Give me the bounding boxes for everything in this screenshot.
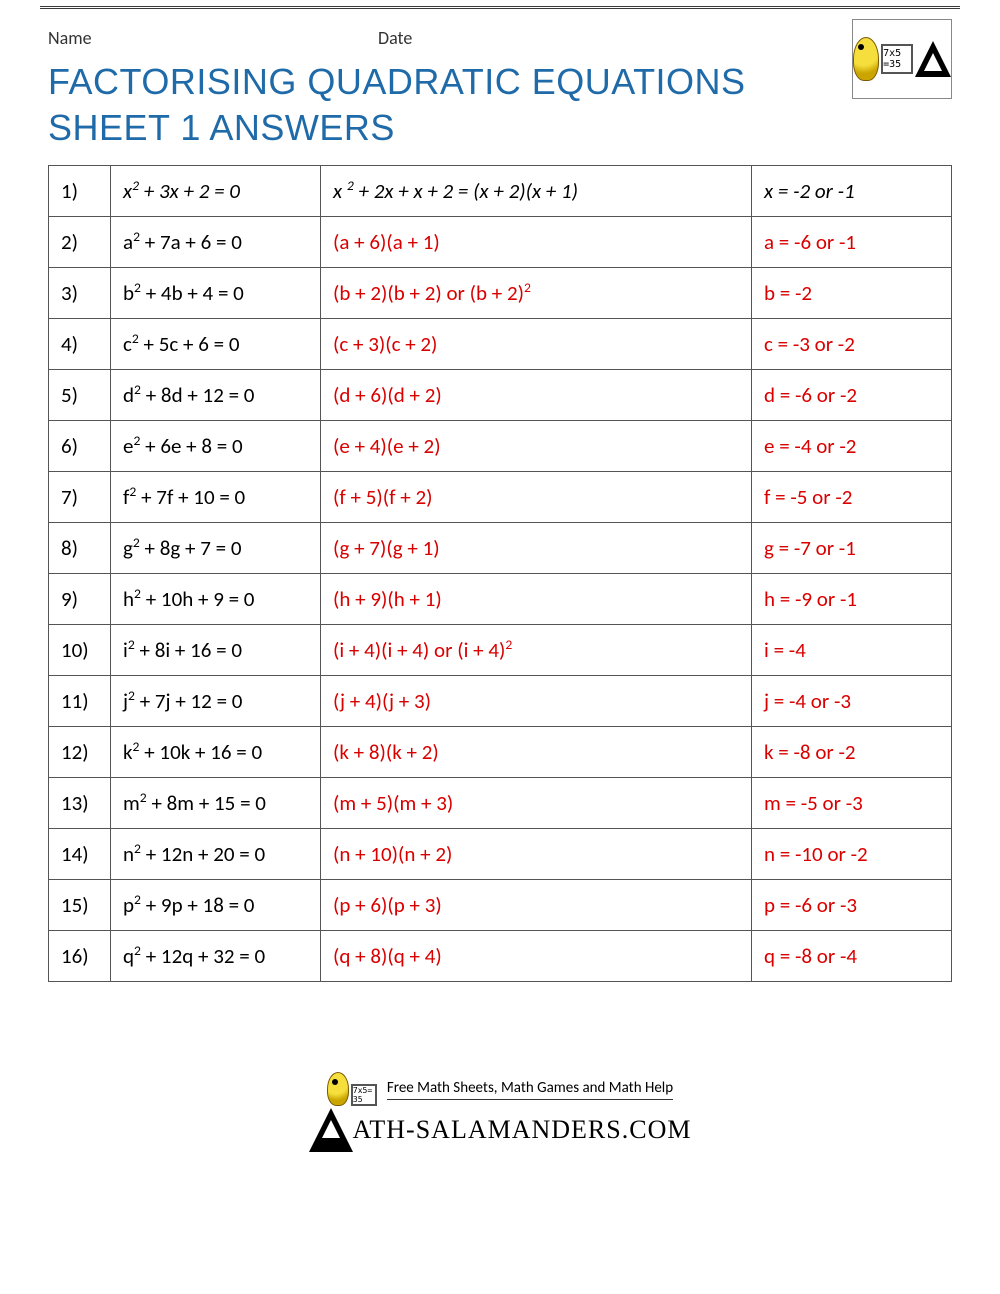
row-number: 11) [49,676,111,727]
worksheet-page: Name Date 7x5 =35 FACTORISING QUADRATIC … [0,6,1000,1152]
row-number: 2) [49,217,111,268]
table-row: 1)x2 + 3x + 2 = 0x 2 + 2x + x + 2 = (x +… [49,166,952,217]
table-row: 10)i2 + 8i + 16 = 0(i + 4)(i + 4) or (i … [49,625,952,676]
table-row: 5)d2 + 8d + 12 = 0(d + 6)(d + 2)d = -6 o… [49,370,952,421]
answer-cell: d = -6 or -2 [752,370,952,421]
table-row: 15)p2 + 9p + 18 = 0(p + 6)(p + 3)p = -6 … [49,880,952,931]
answer-cell: h = -9 or -1 [752,574,952,625]
answer-cell: k = -8 or -2 [752,727,952,778]
row-number: 15) [49,880,111,931]
factored-cell: (j + 4)(j + 3) [321,676,752,727]
equation-cell: q2 + 12q + 32 = 0 [111,931,321,982]
table-row: 8)g2 + 8g + 7 = 0(g + 7)(g + 1)g = -7 or… [49,523,952,574]
header-labels: Name Date [48,27,952,49]
logo-icon: 7x5 =35 [852,19,952,99]
answer-cell: f = -5 or -2 [752,472,952,523]
factored-cell: (a + 6)(a + 1) [321,217,752,268]
answers-table: 1)x2 + 3x + 2 = 0x 2 + 2x + x + 2 = (x +… [48,165,952,982]
equation-cell: j2 + 7j + 12 = 0 [111,676,321,727]
answer-cell: j = -4 or -3 [752,676,952,727]
factored-cell: (m + 5)(m + 3) [321,778,752,829]
footer-tagline: Free Math Sheets, Math Games and Math He… [387,1079,673,1100]
equation-cell: n2 + 12n + 20 = 0 [111,829,321,880]
factored-cell: x 2 + 2x + x + 2 = (x + 2)(x + 1) [321,166,752,217]
equation-cell: m2 + 8m + 15 = 0 [111,778,321,829]
m-logo-icon [915,41,951,77]
table-row: 3)b2 + 4b + 4 = 0(b + 2)(b + 2) or (b + … [49,268,952,319]
factored-cell: (h + 9)(h + 1) [321,574,752,625]
factored-cell: (c + 3)(c + 2) [321,319,752,370]
table-row: 13)m2 + 8m + 15 = 0(m + 5)(m + 3)m = -5 … [49,778,952,829]
footer-m-logo-icon [309,1108,353,1152]
chalkboard-icon: 7x5 =35 [881,44,913,74]
equation-cell: f2 + 7f + 10 = 0 [111,472,321,523]
row-number: 13) [49,778,111,829]
row-number: 12) [49,727,111,778]
row-number: 10) [49,625,111,676]
table-row: 4)c2 + 5c + 6 = 0(c + 3)(c + 2)c = -3 or… [49,319,952,370]
answer-cell: g = -7 or -1 [752,523,952,574]
row-number: 7) [49,472,111,523]
factored-cell: (n + 10)(n + 2) [321,829,752,880]
equation-cell: h2 + 10h + 9 = 0 [111,574,321,625]
row-number: 8) [49,523,111,574]
title-block: FACTORISING QUADRATIC EQUATIONS SHEET 1 … [0,49,1000,157]
table-row: 9)h2 + 10h + 9 = 0(h + 9)(h + 1)h = -9 o… [49,574,952,625]
answer-cell: x = -2 or -1 [752,166,952,217]
footer-salamander-icon [327,1072,349,1106]
row-number: 1) [49,166,111,217]
answer-cell: n = -10 or -2 [752,829,952,880]
salamander-icon [853,37,879,81]
answer-cell: q = -8 or -4 [752,931,952,982]
factored-cell: (f + 5)(f + 2) [321,472,752,523]
factored-cell: (q + 8)(q + 4) [321,931,752,982]
row-number: 14) [49,829,111,880]
answer-cell: b = -2 [752,268,952,319]
table-row: 2)a2 + 7a + 6 = 0(a + 6)(a + 1)a = -6 or… [49,217,952,268]
table-row: 16)q2 + 12q + 32 = 0(q + 8)(q + 4)q = -8… [49,931,952,982]
factored-cell: (d + 6)(d + 2) [321,370,752,421]
table-row: 6)e2 + 6e + 8 = 0(e + 4)(e + 2)e = -4 or… [49,421,952,472]
answer-cell: i = -4 [752,625,952,676]
answer-cell: e = -4 or -2 [752,421,952,472]
title-line-1: FACTORISING QUADRATIC EQUATIONS [48,59,952,105]
equation-cell: k2 + 10k + 16 = 0 [111,727,321,778]
equation-cell: g2 + 8g + 7 = 0 [111,523,321,574]
table-row: 12)k2 + 10k + 16 = 0(k + 8)(k + 2)k = -8… [49,727,952,778]
equation-cell: e2 + 6e + 8 = 0 [111,421,321,472]
date-label: Date [378,27,412,49]
answer-cell: a = -6 or -1 [752,217,952,268]
table-row: 11)j2 + 7j + 12 = 0(j + 4)(j + 3)j = -4 … [49,676,952,727]
equation-cell: i2 + 8i + 16 = 0 [111,625,321,676]
footer-site: ATH-SALAMANDERS.COM [353,1115,692,1145]
row-number: 6) [49,421,111,472]
footer: 7x5= 35 Free Math Sheets, Math Games and… [0,1072,1000,1152]
equation-cell: p2 + 9p + 18 = 0 [111,880,321,931]
equation-cell: x2 + 3x + 2 = 0 [111,166,321,217]
row-number: 3) [49,268,111,319]
title-line-2: SHEET 1 ANSWERS [48,105,952,151]
equation-cell: b2 + 4b + 4 = 0 [111,268,321,319]
header-row: Name Date 7x5 =35 [0,9,1000,49]
table-row: 7)f2 + 7f + 10 = 0(f + 5)(f + 2)f = -5 o… [49,472,952,523]
factored-cell: (p + 6)(p + 3) [321,880,752,931]
row-number: 16) [49,931,111,982]
answer-cell: m = -5 or -3 [752,778,952,829]
footer-chalkboard-icon: 7x5= 35 [351,1084,377,1106]
row-number: 4) [49,319,111,370]
equation-cell: a2 + 7a + 6 = 0 [111,217,321,268]
factored-cell: (e + 4)(e + 2) [321,421,752,472]
equation-cell: c2 + 5c + 6 = 0 [111,319,321,370]
row-number: 5) [49,370,111,421]
table-row: 14)n2 + 12n + 20 = 0(n + 10)(n + 2)n = -… [49,829,952,880]
equation-cell: d2 + 8d + 12 = 0 [111,370,321,421]
factored-cell: (i + 4)(i + 4) or (i + 4)2 [321,625,752,676]
factored-cell: (b + 2)(b + 2) or (b + 2)2 [321,268,752,319]
answer-cell: p = -6 or -3 [752,880,952,931]
factored-cell: (g + 7)(g + 1) [321,523,752,574]
row-number: 9) [49,574,111,625]
factored-cell: (k + 8)(k + 2) [321,727,752,778]
answer-cell: c = -3 or -2 [752,319,952,370]
name-label: Name [48,27,378,49]
